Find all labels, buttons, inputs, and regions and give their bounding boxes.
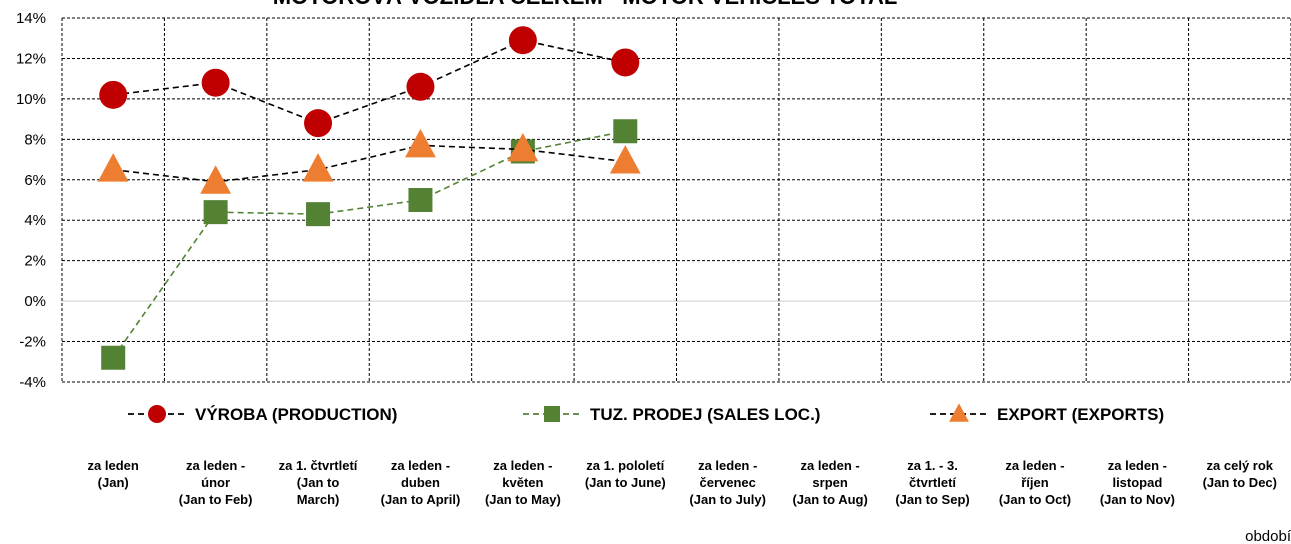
legend-marker (148, 405, 166, 423)
legend-label: EXPORT (EXPORTS) (997, 405, 1164, 424)
data-point (609, 145, 641, 174)
data-point (200, 165, 232, 194)
data-point (405, 128, 436, 158)
data-point (304, 109, 333, 138)
x-tick-label: za 1. čtvrtletí (Jan to March) (279, 458, 358, 507)
y-tick-label: -4% (19, 374, 46, 391)
series-line (112, 130, 626, 359)
data-point (507, 132, 539, 162)
data-point (611, 48, 640, 77)
data-point (306, 202, 331, 227)
x-tick-label: za leden -květen (Jan to May) (485, 458, 561, 507)
data-point (302, 153, 334, 182)
legend-label: TUZ. PRODEJ (SALES LOC.) (590, 405, 820, 424)
series-1 (101, 119, 638, 370)
legend-label: VÝROBA (PRODUCTION) (195, 405, 397, 424)
x-tick-label: za leden -únor (Jan to Feb) (179, 458, 253, 507)
data-point (613, 119, 638, 144)
x-tick-label: za leden -červenec (Jan to July) (689, 458, 766, 507)
y-tick-label: -2% (19, 334, 46, 351)
data-point (408, 188, 433, 212)
series-layer (97, 26, 641, 370)
series-line (113, 144, 626, 183)
legend: VÝROBA (PRODUCTION) TUZ. PRODEJ (SALES LO… (128, 403, 1164, 424)
series-line (113, 39, 626, 125)
x-tick-label: za 1. pololetí (Jan to June) (585, 458, 666, 490)
x-tick-label: za celý rok (Jan to Dec) (1203, 458, 1277, 490)
x-tick-label: za leden (Jan) (88, 458, 139, 490)
y-axis-ticks: -4% -2% 0% 2% 4% 6% 8% 10% 12% 14% (16, 10, 46, 391)
x-axis-categories: za leden (Jan) za leden -únor (Jan to Feb) z… (88, 458, 1277, 507)
x-tick-label: za leden -listopad (Jan to Nov) (1100, 458, 1175, 507)
data-point (508, 26, 537, 55)
legend-marker (949, 403, 969, 422)
data-point (203, 200, 228, 225)
x-axis-label: období (1245, 528, 1291, 544)
y-tick-label: 8% (24, 131, 46, 148)
x-tick-label: za leden -říjen (Jan to Oct) (999, 458, 1071, 507)
y-tick-label: 10% (16, 91, 46, 108)
x-tick-label: za 1. - 3. čtvrtletí (Jan to Sep) (895, 458, 969, 507)
y-tick-label: 12% (16, 50, 46, 67)
data-point (101, 345, 126, 370)
y-tick-label: 2% (24, 253, 46, 270)
y-tick-label: 14% (16, 10, 46, 27)
chart-title: MOTOROVÁ VOZIDLA CELKEM - MOTOR VEHICLES… (273, 0, 898, 9)
x-tick-label: za leden -duben (Jan to April) (381, 458, 461, 507)
data-point (99, 80, 128, 109)
data-point (201, 68, 230, 97)
y-tick-label: 4% (24, 212, 46, 229)
legend-marker (544, 406, 560, 422)
data-point (406, 72, 435, 101)
data-point (97, 153, 129, 182)
series-0 (99, 26, 640, 138)
y-tick-label: 0% (24, 293, 46, 310)
x-tick-label: za leden -srpen (Jan to Aug) (792, 458, 867, 507)
series-2 (97, 128, 641, 194)
grid (61, 17, 1291, 383)
y-tick-label: 6% (24, 172, 46, 189)
